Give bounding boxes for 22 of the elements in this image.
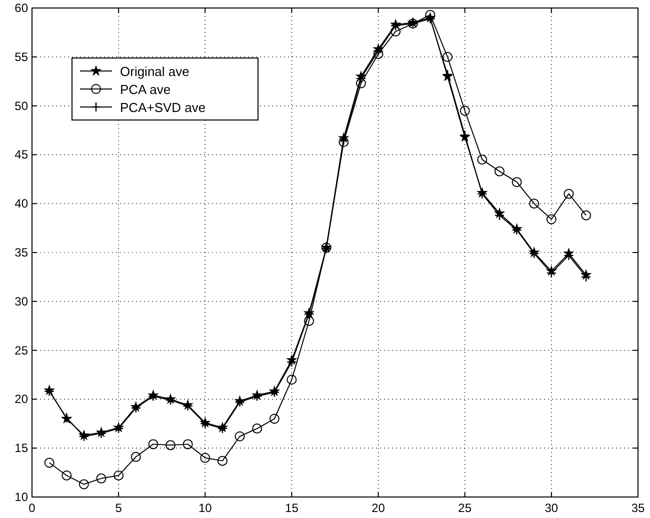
y-tick-label: 25 <box>14 343 28 358</box>
y-tick-label: 50 <box>14 98 28 113</box>
y-tick-label: 30 <box>14 294 28 308</box>
y-tick-label: 10 <box>14 490 28 504</box>
x-tick-label: 15 <box>285 501 299 515</box>
legend-label: PCA ave <box>120 82 171 97</box>
x-tick-label: 0 <box>28 501 36 515</box>
y-tick-label: 55 <box>14 50 28 64</box>
legend-label: Original ave <box>120 64 190 79</box>
x-tick-label: 25 <box>458 501 472 515</box>
x-tick-label: 35 <box>631 501 645 515</box>
x-tick-label: 20 <box>372 501 386 515</box>
y-tick-label: 20 <box>14 392 28 406</box>
y-tick-label: 45 <box>14 148 28 162</box>
y-tick-label: 60 <box>14 1 28 15</box>
y-tick-label: 35 <box>14 246 28 260</box>
x-tick-label: 30 <box>544 501 558 515</box>
legend-label: PCA+SVD ave <box>120 100 206 115</box>
x-tick-label: 10 <box>198 501 212 515</box>
x-tick-label: 5 <box>115 501 122 515</box>
y-tick-label: 15 <box>14 441 28 456</box>
y-tick-label: 40 <box>14 196 28 211</box>
